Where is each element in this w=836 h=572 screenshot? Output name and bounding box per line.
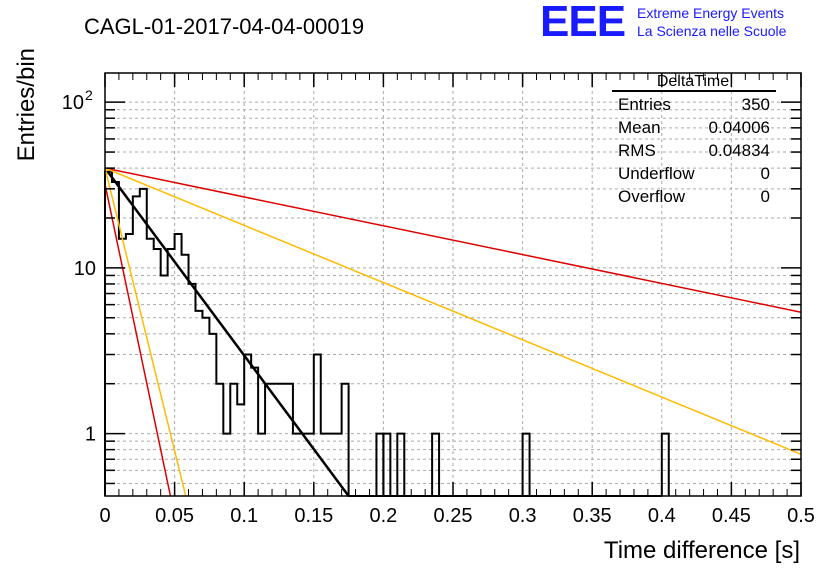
y-tick-label: 10: [74, 258, 96, 280]
histogram-bar: [396, 432, 406, 496]
x-tick-label: 0.4: [648, 505, 676, 527]
fit-line: [104, 167, 187, 497]
stats-name: DeltaTime: [657, 73, 729, 90]
x-tick-label: 0.05: [155, 505, 194, 527]
run-title: CAGL-01-2017-04-04-00019: [84, 14, 364, 39]
stats-row-label: RMS: [618, 141, 656, 160]
logo-line-1: Extreme Energy Events: [637, 5, 785, 21]
y-tick-label: 1: [85, 424, 96, 446]
histogram-bar: [375, 432, 385, 496]
y-tick-label: 10: [62, 92, 84, 114]
y-axis-label: Entries/bin: [13, 48, 40, 161]
fit-line: [104, 167, 802, 313]
histogram-bar: [382, 432, 392, 496]
fit-line: [104, 167, 802, 455]
stats-row-value: 0.04006: [709, 118, 770, 137]
stats-row-value: 350: [742, 95, 770, 114]
x-tick-label: 0.35: [573, 505, 612, 527]
x-tick-label: 0.5: [787, 505, 815, 527]
histogram-bar: [431, 432, 441, 496]
x-tick-label: 0.45: [712, 505, 751, 527]
x-axis-label: Time difference [s]: [604, 537, 800, 564]
stats-row-value: 0.04834: [709, 141, 770, 160]
x-tick-label: 0.2: [369, 505, 397, 527]
logo-subtitle: Extreme Energy Events La Scienza nelle S…: [637, 4, 786, 40]
x-tick-label: 0.15: [294, 505, 333, 527]
histogram-bar: [521, 432, 531, 496]
x-tick-label: 0.3: [509, 505, 537, 527]
stats-row-label: Entries: [618, 95, 671, 114]
logo-line-2: La Scienza nelle Scuole: [637, 23, 787, 39]
fit-line: [106, 171, 350, 497]
fit-lines: [104, 167, 802, 497]
stats-box: DeltaTime Entries 350 Mean 0.04006 RMS 0.0483…: [612, 73, 776, 206]
axes: 0 0.05 0.1 0.15 0.2 0.25 0.3 0.35 0.4 0.45 0.5 1 10 1…: [62, 72, 815, 527]
grid: [104, 73, 802, 496]
x-tick-label: 0.1: [230, 505, 258, 527]
histogram-bar: [660, 432, 670, 496]
y-tick-label-exponent: 2: [85, 87, 93, 103]
stats-row-label: Mean: [618, 118, 661, 137]
x-tick-label: 0.25: [434, 505, 473, 527]
stats-row-label: Overflow: [618, 187, 686, 206]
stats-row-value: 0: [761, 187, 770, 206]
stats-row-label: Underflow: [618, 164, 695, 183]
eee-logo: EEE: [540, 0, 626, 46]
stats-row-value: 0: [761, 164, 770, 183]
fit-line: [104, 184, 172, 497]
x-tick-label: 0: [99, 505, 110, 527]
